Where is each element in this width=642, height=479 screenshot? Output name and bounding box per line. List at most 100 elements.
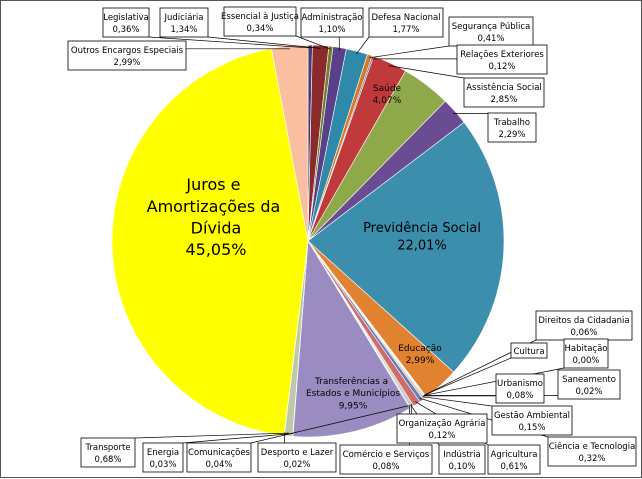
slice-label-comunicacoes: Comunicações <box>188 448 251 458</box>
label-box-border <box>456 44 548 75</box>
slice-value-agricultura: 0,61% <box>500 462 527 472</box>
slice-value-relacoes-exteriores: 0,12% <box>488 62 515 72</box>
label-box-border <box>67 40 187 71</box>
label-box-border <box>223 6 297 37</box>
slice-value-urbanismo: 0,08% <box>506 391 533 401</box>
slice-value-desporto-e-lazer: 0,02% <box>283 460 310 470</box>
inside-label-transferencias-a-estados-e-municipios: Transferências a Estados e Municípios 9,9… <box>306 376 400 411</box>
slice-value-comercio-e-servicos: 0,08% <box>372 462 399 472</box>
label-box-seguranca-publica: Segurança Pública 0,41% <box>448 16 534 47</box>
label-box-border <box>547 436 637 467</box>
label-box-border <box>438 444 486 475</box>
slice-value-comunicacoes: 0,04% <box>205 460 232 470</box>
leader-line-judiciaria <box>207 36 321 49</box>
slice-value-transporte: 0,68% <box>94 455 121 465</box>
slice-label-transporte: Transporte <box>84 443 130 453</box>
label-box-ciencia-e-tecnologia: Ciência e Tecnologia 0,32% <box>547 436 637 467</box>
slice-label-gestao-ambiental: Gestão Ambiental <box>494 411 570 421</box>
label-box-judiciaria: Judiciária 1,34% <box>159 7 209 38</box>
slice-value-legislativa: 0,36% <box>112 25 139 35</box>
slice-label-saude: Saúde <box>373 84 402 94</box>
label-box-agricultura: Agricultura 0,61% <box>487 444 541 475</box>
leader-line-seguranca-publica <box>368 45 450 59</box>
leader-line-assistencia-social <box>388 65 465 79</box>
slice-label-urbanismo: Urbanismo <box>497 379 543 389</box>
leader-line-essencial-a-justica <box>295 35 331 50</box>
label-box-trabalho: Trabalho 2,29% <box>487 112 537 143</box>
label-box-industria: Indústria 0,10% <box>438 444 486 475</box>
leader-line-cultura <box>424 357 512 396</box>
slice-label-saneamento: Saneamento <box>562 375 616 385</box>
leader-line-habitacao <box>423 367 565 396</box>
slice-value-essencial-a-justica: 0,34% <box>246 24 273 34</box>
label-box-organizacao-agraria: Organização Agrária 0,12% <box>396 413 488 444</box>
slice-label-judiciaria: Judiciária <box>164 13 204 23</box>
label-box-border <box>80 437 136 468</box>
label-box-urbanismo: Urbanismo 0,08% <box>495 373 545 404</box>
slice-value-administracao: 1,10% <box>318 25 345 35</box>
slice-value-juros-e-amortizacoes-da-divida: 45,05% <box>185 240 246 259</box>
slice-label-ciencia-e-tecnologia: Ciência e Tecnologia <box>549 441 636 452</box>
leader-line-transporte <box>134 432 289 439</box>
label-box-border <box>463 77 545 108</box>
inside-label-previdencia-social: Previdência Social 22,01% <box>363 221 481 254</box>
label-box-border <box>487 444 541 475</box>
label-box-administracao: Administração 1,10% <box>300 7 364 38</box>
slice-value-saneamento: 0,02% <box>575 387 602 397</box>
label-box-gestao-ambiental: Gestão Ambiental 0,15% <box>491 405 573 436</box>
label-box-border <box>495 373 545 404</box>
slice-label-administracao: Administração <box>302 13 363 23</box>
slice-label-legislativa: Legislativa <box>103 13 149 23</box>
label-box-defesa-nacional: Defesa Nacional 1,77% <box>368 7 444 38</box>
slice-value-defesa-nacional: 1,77% <box>392 25 419 35</box>
slice-value-transferencias-a-estados-e-municipios: 9,95% <box>339 401 368 411</box>
slice-value-organizacao-agraria: 0,12% <box>428 431 455 441</box>
pie-slice-previdencia-social <box>307 121 505 373</box>
label-box-border <box>257 442 337 473</box>
label-box-border <box>563 338 609 369</box>
leader-line-energia <box>182 433 294 444</box>
slice-label-trabalho: Trabalho <box>493 118 530 128</box>
label-box-habitacao: Habitação 0,00% <box>563 338 609 369</box>
label-box-border <box>396 413 488 444</box>
slice-label-organizacao-agraria: Organização Agrária <box>399 419 486 429</box>
pie-slice-juros-e-amortizacoes-da-divida <box>111 48 309 436</box>
label-box-comercio-e-servicos: Comércio e Serviços 0,08% <box>339 444 433 475</box>
slice-label-cultura: Cultura <box>513 347 544 357</box>
label-box-border <box>491 405 573 436</box>
slice-label-industria: Indústria <box>443 450 481 460</box>
leader-line-legislativa <box>148 36 311 49</box>
label-box-border <box>142 442 184 473</box>
label-box-energia: Energia 0,03% <box>142 442 184 473</box>
label-box-border <box>557 369 621 400</box>
slice-label-agricultura: Agricultura <box>491 450 538 460</box>
slice-label-assistencia-social: Assistência Social <box>466 82 542 93</box>
inside-label-saude: Saúde 4,07% <box>373 84 402 106</box>
label-box-border <box>339 444 433 475</box>
slice-value-direitos-da-cidadania: 0,06% <box>570 328 597 338</box>
slice-value-seguranca-publica: 0,41% <box>477 34 504 44</box>
slice-label-habitacao: Habitação <box>565 344 608 354</box>
slice-value-energia: 0,03% <box>149 460 176 470</box>
slice-value-saude: 4,07% <box>373 96 402 106</box>
slice-label-essencial-a-justica: Essencial à Justiça <box>221 12 299 22</box>
label-box-desporto-e-lazer: Desporto e Lazer 0,02% <box>257 442 337 473</box>
label-box-relacoes-exteriores: Relações Exteriores 0,12% <box>456 44 548 75</box>
leader-line-gestao-ambiental <box>422 396 493 407</box>
label-box-assistencia-social: Assistência Social 2,85% <box>463 77 545 108</box>
label-box-legislativa: Legislativa 0,36% <box>102 7 150 38</box>
slice-value-previdencia-social: 22,01% <box>397 238 447 253</box>
slice-value-assistencia-social: 2,85% <box>490 95 517 105</box>
inside-label-juros-e-amortizacoes-da-divida: Juros e Amortizações da Dívida 45,05% <box>147 175 286 259</box>
slice-label-transferencias-a-estados-e-municipios: Transferências a Estados e Municípios <box>306 376 400 399</box>
leader-line-defesa-nacional <box>356 36 370 55</box>
label-box-border <box>102 7 150 38</box>
slice-label-juros-e-amortizacoes-da-divida: Juros e Amortizações da Dívida <box>147 175 286 237</box>
label-box-comunicacoes: Comunicações 0,04% <box>186 442 252 473</box>
slice-value-trabalho: 2,29% <box>498 130 525 140</box>
label-box-border <box>368 7 444 38</box>
label-box-direitos-da-cidadania: Direitos da Cidadania 0,06% <box>535 310 633 341</box>
slice-value-gestao-ambiental: 0,15% <box>518 423 545 433</box>
slice-label-relacoes-exteriores: Relações Exteriores <box>460 50 544 60</box>
